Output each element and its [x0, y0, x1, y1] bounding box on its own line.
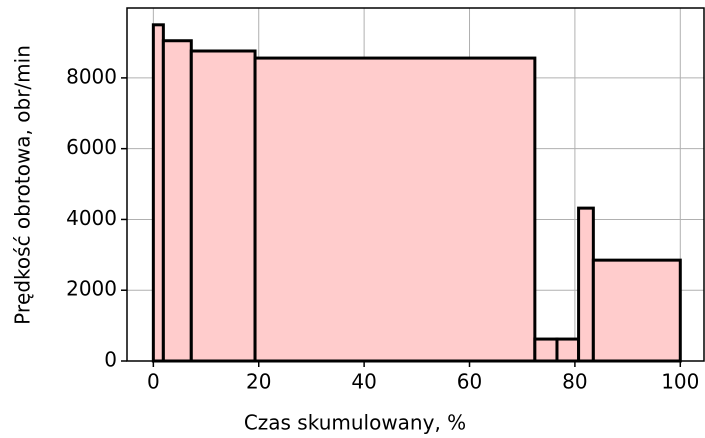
x-tick-label: 20: [246, 370, 271, 394]
x-tick-label: 0: [147, 370, 160, 394]
x-tick-label: 100: [661, 370, 699, 394]
bar: [151, 23, 165, 363]
y-tick-label: 8000: [66, 64, 117, 88]
y-tick-label: 2000: [66, 277, 117, 301]
bar: [577, 206, 595, 363]
bar: [533, 337, 559, 363]
x-tick-label: 80: [562, 370, 587, 394]
bar: [591, 258, 682, 363]
bar: [555, 337, 581, 363]
bar: [253, 56, 537, 363]
y-axis-label: Prędkość obrotowa, obr/min: [11, 45, 35, 325]
y-tick-label: 6000: [66, 135, 117, 159]
y-tick-label: 4000: [66, 206, 117, 230]
x-axis-label: Czas skumulowany, %: [244, 411, 466, 435]
bar: [161, 39, 193, 363]
x-tick-label: 60: [457, 370, 482, 394]
x-tick-label: 40: [351, 370, 376, 394]
y-tick-label: 0: [104, 348, 117, 372]
bar: [189, 49, 257, 363]
plot-frame: [126, 7, 705, 362]
